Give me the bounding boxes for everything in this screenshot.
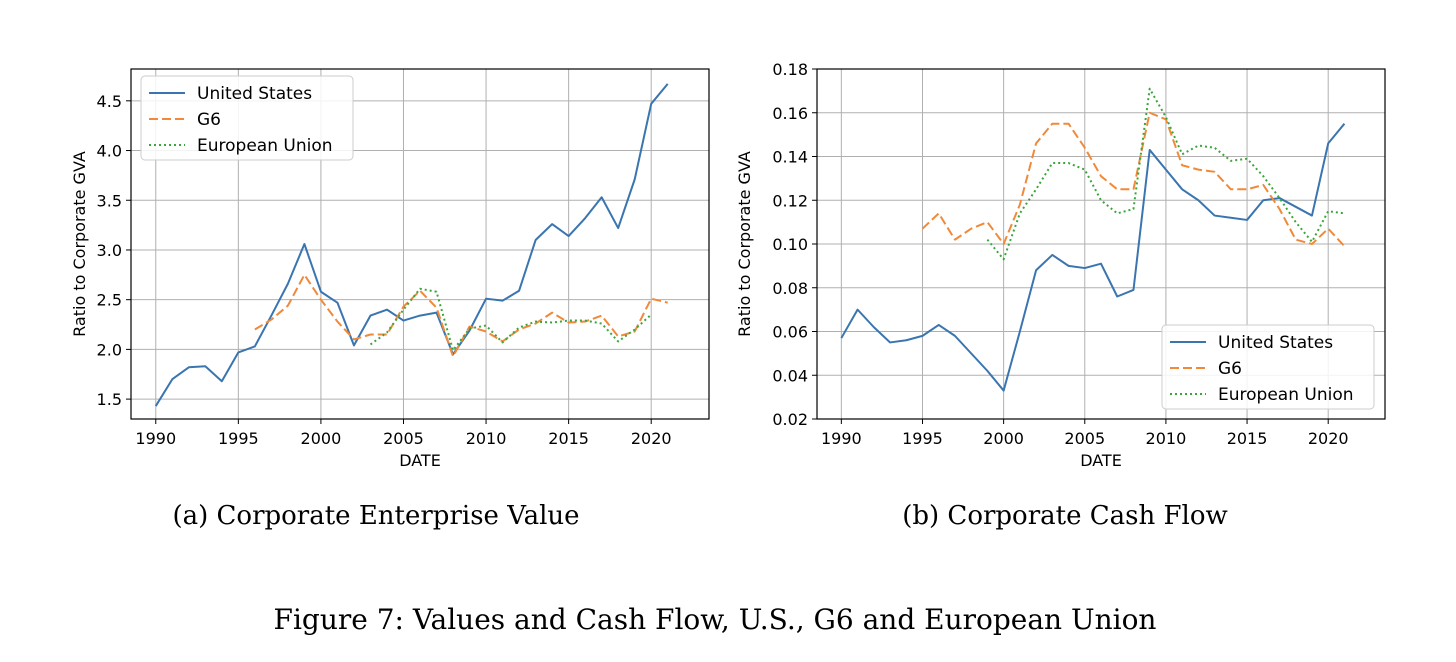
ev-x-tick-label-2020: 2020 [631, 429, 672, 448]
cf-x-tick-label-1995: 1995 [902, 429, 943, 448]
cf-series-united-states [840, 123, 1346, 392]
ev-y-tick-label-4: 3.5 [97, 191, 122, 210]
cf-legend-label-united-states: United States [1218, 333, 1333, 353]
ev-plot-frame [130, 68, 710, 420]
ev-y-tick-label-0: 1.5 [97, 390, 122, 409]
cf-x-tick-label-2005: 2005 [1064, 429, 1105, 448]
ev-y-tick-label-5: 4.0 [97, 142, 122, 161]
ev-y-axis-label: Ratio to Corporate GVA [70, 151, 89, 337]
cf-legend-label-g6: G6 [1218, 359, 1242, 379]
ev-y-tick-label-3: 3.0 [97, 241, 122, 260]
chart-cash-flow: 1990 1995 2000 2005 2010 2015 2020 0.02 0.04 0.06… [735, 60, 1386, 470]
ev-y-tick-label-6: 4.5 [97, 92, 122, 111]
ev-legend-label-g6: G6 [197, 110, 221, 130]
ev-x-tick-label-1990: 1990 [135, 429, 176, 448]
chart-enterprise-value: 1990 1995 2000 2005 2010 2015 2020 1.5 2.0 2.5 3.0… [70, 68, 710, 470]
cf-y-tick-label-8: 0.18 [772, 60, 808, 79]
caption-cash-flow: (b) Corporate Cash Flow [902, 501, 1228, 531]
cf-x-tick-label-1990: 1990 [821, 429, 862, 448]
cf-series-g6 [921, 111, 1346, 247]
ev-legend-label-european-union: European Union [197, 136, 333, 156]
ev-series-g6 [254, 273, 668, 358]
cf-x-tick-label-2015: 2015 [1227, 429, 1268, 448]
ev-y-tick-label-2: 2.5 [97, 291, 122, 310]
ev-x-tick-label-1995: 1995 [218, 429, 259, 448]
caption-enterprise-value: (a) Corporate Enterprise Value [172, 501, 579, 531]
cf-y-tick-label-7: 0.16 [772, 104, 808, 123]
ev-x-tick-label-2000: 2000 [301, 429, 342, 448]
cf-x-tick-label-2000: 2000 [983, 429, 1024, 448]
cf-y-axis: 0.02 0.04 0.06 0.08 0.10 0.12 0.14 0.16 0.18 [772, 60, 817, 429]
cf-x-axis-label: DATE [1080, 451, 1122, 470]
figure-caption: Figure 7: Values and Cash Flow, U.S., G6… [274, 603, 1157, 636]
cf-y-tick-label-6: 0.14 [772, 148, 808, 167]
ev-grid [131, 69, 709, 419]
ev-y-tick-label-1: 2.0 [97, 340, 122, 359]
cf-legend: United States G6 European Union [1161, 324, 1375, 410]
cf-y-tick-label-4: 0.10 [772, 235, 808, 254]
cf-y-tick-label-1: 0.04 [772, 366, 808, 385]
cf-x-tick-label-2020: 2020 [1308, 429, 1349, 448]
ev-legend-box [140, 75, 354, 161]
cf-legend-label-european-union: European Union [1218, 385, 1354, 405]
cf-y-tick-label-2: 0.06 [772, 323, 808, 342]
cf-y-axis-label: Ratio to Corporate GVA [735, 151, 754, 337]
cf-x-axis: 1990 1995 2000 2005 2010 2015 2020 [821, 419, 1349, 448]
ev-legend-label-united-states: United States [197, 84, 312, 104]
ev-x-tick-label-2015: 2015 [548, 429, 589, 448]
ev-y-axis: 1.5 2.0 2.5 3.0 3.5 4.0 4.5 [97, 92, 131, 409]
ev-x-axis-label: DATE [399, 451, 441, 470]
cf-legend-box [1161, 324, 1375, 410]
ev-x-axis: 1990 1995 2000 2005 2010 2015 2020 [135, 419, 672, 448]
ev-series-united-states [154, 83, 669, 407]
cf-y-tick-label-0: 0.02 [772, 410, 808, 429]
cf-y-tick-label-5: 0.12 [772, 191, 808, 210]
ev-series-european-union [369, 287, 652, 352]
ev-x-tick-label-2010: 2010 [466, 429, 507, 448]
cf-x-tick-label-2010: 2010 [1146, 429, 1187, 448]
cf-series-group [840, 87, 1346, 392]
ev-x-tick-label-2005: 2005 [383, 429, 424, 448]
ev-series-group [154, 83, 669, 407]
cf-y-tick-label-3: 0.08 [772, 279, 808, 298]
ev-legend: United States G6 European Union [140, 75, 354, 161]
